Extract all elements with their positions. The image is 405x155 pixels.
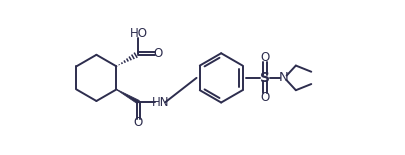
Text: O: O bbox=[260, 51, 269, 64]
Text: HO: HO bbox=[129, 27, 147, 40]
Text: O: O bbox=[260, 91, 269, 104]
Text: N: N bbox=[278, 71, 288, 84]
Text: HN: HN bbox=[151, 96, 169, 109]
Polygon shape bbox=[116, 89, 139, 104]
Text: O: O bbox=[153, 47, 163, 60]
Text: O: O bbox=[134, 116, 143, 129]
Text: S: S bbox=[260, 71, 269, 85]
